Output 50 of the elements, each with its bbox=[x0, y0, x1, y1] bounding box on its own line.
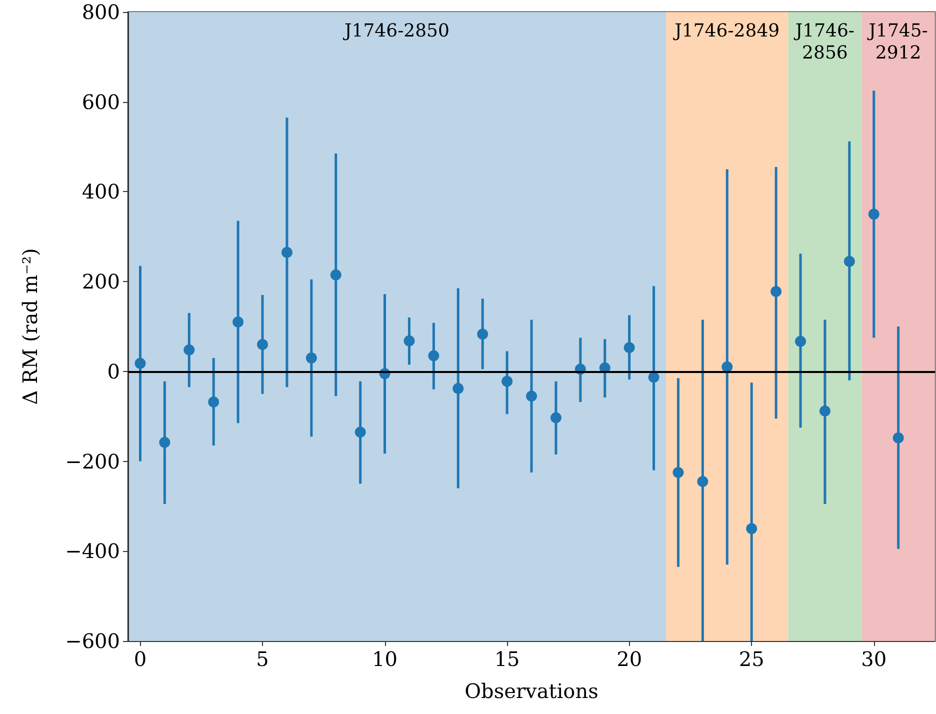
x-tick-label: 30 bbox=[861, 647, 887, 671]
point bbox=[819, 405, 830, 416]
point bbox=[330, 269, 342, 280]
point bbox=[306, 352, 317, 364]
band-label: J1745-2912 bbox=[866, 20, 928, 64]
y-tick-label: 600 bbox=[82, 90, 120, 114]
point bbox=[452, 383, 464, 394]
y-tick-label: −400 bbox=[65, 539, 120, 564]
point bbox=[795, 336, 806, 347]
point bbox=[746, 523, 758, 534]
point bbox=[722, 361, 733, 372]
x-axis-title: Observations bbox=[464, 679, 598, 703]
point bbox=[770, 286, 782, 297]
y-axis-title: Δ RM (rad m⁻²) bbox=[18, 248, 42, 405]
point bbox=[844, 256, 855, 267]
point bbox=[184, 344, 195, 356]
y-tick-label: 400 bbox=[82, 180, 120, 204]
point bbox=[404, 335, 415, 346]
point bbox=[526, 390, 537, 402]
point bbox=[648, 372, 660, 383]
point bbox=[502, 376, 513, 387]
point bbox=[159, 436, 170, 448]
point bbox=[892, 432, 904, 444]
point bbox=[208, 396, 220, 408]
x-tick-label: 0 bbox=[134, 647, 147, 671]
x-tick-label: 10 bbox=[372, 647, 398, 671]
x-tick-label: 25 bbox=[738, 647, 764, 671]
y-tick-label: 0 bbox=[107, 359, 120, 384]
y-tick-label: −200 bbox=[65, 449, 120, 474]
point bbox=[232, 316, 244, 328]
y-tick-label: −600 bbox=[65, 629, 120, 653]
y-tick-label: 200 bbox=[82, 270, 120, 294]
point bbox=[477, 328, 488, 340]
point bbox=[257, 338, 268, 350]
point bbox=[672, 467, 684, 478]
point bbox=[868, 208, 880, 220]
point bbox=[624, 342, 635, 354]
band-label: J1746-2849 bbox=[672, 20, 780, 42]
x-tick-label: 15 bbox=[494, 647, 520, 671]
point bbox=[428, 350, 440, 362]
x-tick-label: 20 bbox=[616, 647, 642, 671]
y-tick-label: 800 bbox=[82, 0, 120, 24]
x-tick-label: 5 bbox=[256, 647, 269, 671]
band-label: J1746-2850 bbox=[342, 20, 450, 42]
band-label: J1746-2856 bbox=[793, 20, 855, 64]
point bbox=[281, 246, 292, 258]
point bbox=[354, 426, 366, 438]
point bbox=[134, 358, 146, 369]
point bbox=[697, 476, 708, 487]
point bbox=[550, 412, 562, 424]
